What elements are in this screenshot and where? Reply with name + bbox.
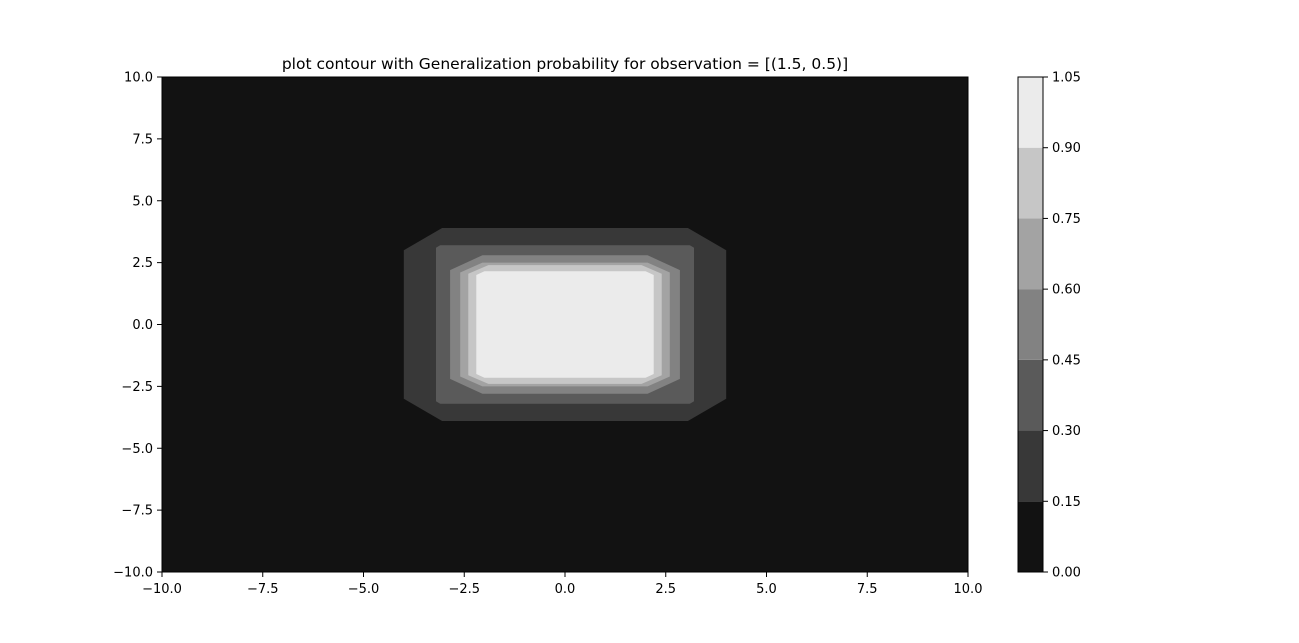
y-tick-label: 2.5 [132,256,153,271]
y-tick-label: −7.5 [121,504,153,519]
x-tick-label: −2.5 [448,582,480,597]
colorbar-segment-6 [1018,77,1043,148]
colorbar-segment-0 [1018,501,1043,572]
x-tick-label: 7.5 [857,582,878,597]
colorbar-segment-3 [1018,289,1043,360]
x-tick-label: 10.0 [954,582,983,597]
y-tick-label: −10.0 [113,566,153,581]
x-tick-label: 2.5 [655,582,676,597]
x-tick-label: −7.5 [247,582,279,597]
x-tick-label: 0.0 [555,582,576,597]
chart-title: plot contour with Generalization probabi… [282,55,848,73]
colorbar-segment-4 [1018,218,1043,290]
colorbar-tick-label: 0.45 [1052,353,1081,368]
x-tick-label: 5.0 [756,582,777,597]
colorbar-segment-1 [1018,430,1043,502]
colorbar-tick-label: 1.05 [1052,71,1081,86]
colorbar-tick-label: 0.00 [1052,566,1081,581]
y-tick-label: −2.5 [121,380,153,395]
plot-area [161,76,969,573]
y-tick-label: 5.0 [132,194,153,209]
colorbar-tick-label: 0.60 [1052,283,1081,298]
y-tick-label: 0.0 [132,318,153,333]
y-tick-label: −5.0 [121,442,153,457]
colorbar-frame [1017,76,1044,573]
colorbar-segment-2 [1018,359,1043,431]
x-tick-label: −10.0 [142,582,182,597]
colorbar-tick-label: 0.15 [1052,495,1081,510]
contour-band-6 [476,271,654,378]
y-axis: −10.0 −7.5 −5.0 −2.5 0.0 2.5 5.0 7.5 10.0 [113,71,162,581]
colorbar-tick-label: 0.75 [1052,212,1081,227]
x-axis: −10.0 −7.5 −5.0 −2.5 0.0 2.5 5.0 7.5 10.0 [142,572,982,597]
colorbar-tick-label: 0.90 [1052,141,1081,156]
y-tick-label: 7.5 [132,132,153,147]
x-tick-label: −5.0 [348,582,380,597]
colorbar-segment-5 [1018,147,1043,219]
y-tick-label: 10.0 [124,71,153,86]
colorbar-tick-label: 0.30 [1052,424,1081,439]
colorbar: 0.00 0.15 0.30 0.45 0.60 0.75 0.90 1.05 [1017,71,1081,581]
